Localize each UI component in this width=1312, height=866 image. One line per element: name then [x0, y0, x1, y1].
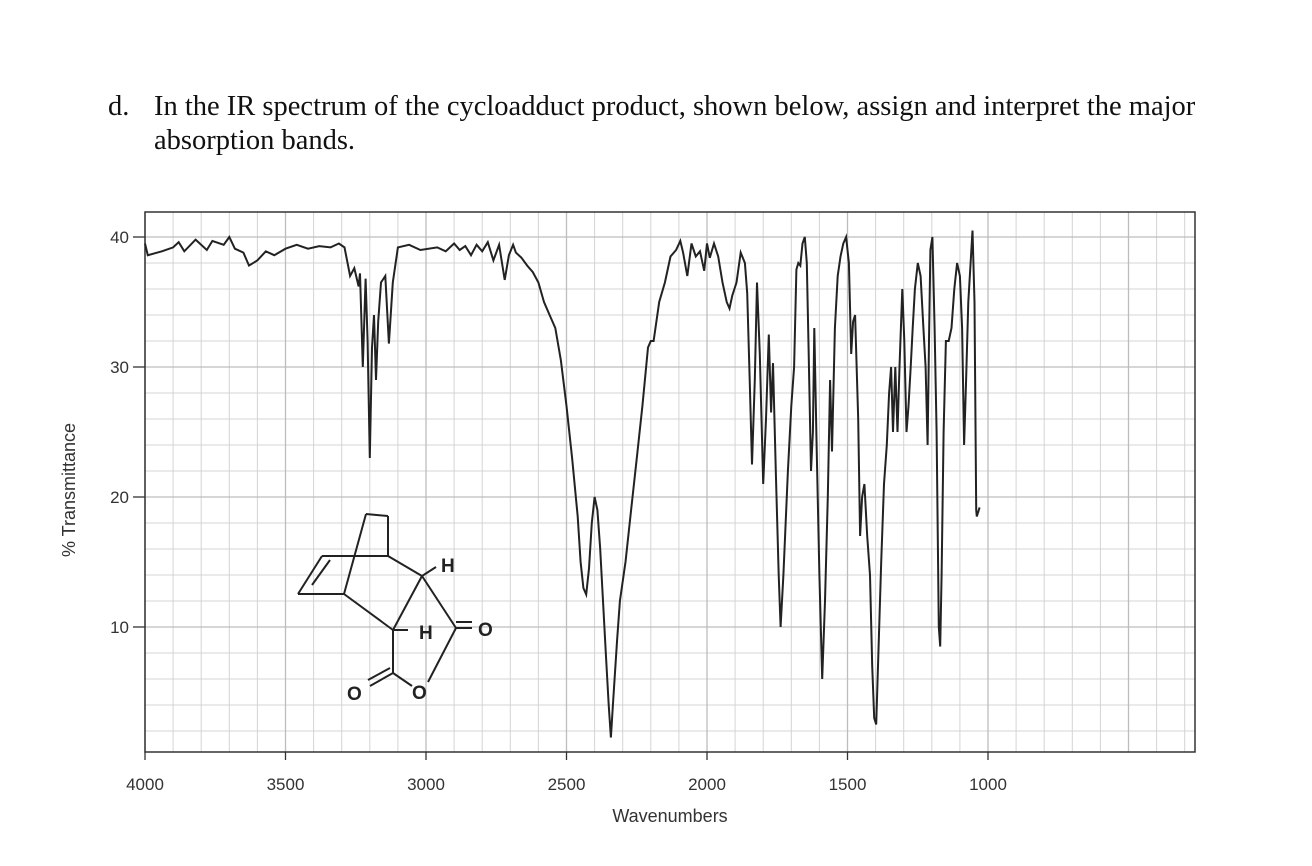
y-axis-label: % Transmittance [59, 423, 79, 557]
y-tick-label: 20 [110, 488, 129, 507]
spectrum-line [144, 230, 981, 738]
structure-o-right: O [478, 620, 493, 641]
plot-frame [144, 211, 1196, 753]
question-text: In the IR spectrum of the cycloadduct pr… [154, 91, 1196, 156]
x-tick-label: 3500 [267, 775, 305, 794]
molecule-structure [297, 513, 472, 687]
structure-h-top: H [441, 556, 455, 577]
y-axis-ticks: 10 20 30 40 [110, 228, 145, 637]
x-tick-label: 2000 [688, 775, 726, 794]
minor-grid [145, 212, 1195, 752]
x-tick-label: 4000 [126, 775, 164, 794]
x-axis-ticks: 4000 3500 3000 2500 2000 1500 1000 [126, 752, 1007, 794]
y-tick-label: 10 [110, 618, 129, 637]
x-tick-label: 3000 [407, 775, 445, 794]
y-tick-label: 40 [110, 228, 129, 247]
structure-h-mid: H [419, 623, 433, 644]
x-tick-label: 2500 [548, 775, 586, 794]
structure-o-ring: O [412, 683, 427, 704]
question-letter: d. [108, 91, 130, 122]
y-tick-label: 30 [110, 358, 129, 377]
x-axis-label: Wavenumbers [612, 806, 727, 826]
structure-o-left: O [347, 684, 362, 705]
major-grid [144, 212, 1195, 752]
x-tick-label: 1500 [829, 775, 867, 794]
x-tick-label: 1000 [969, 775, 1007, 794]
